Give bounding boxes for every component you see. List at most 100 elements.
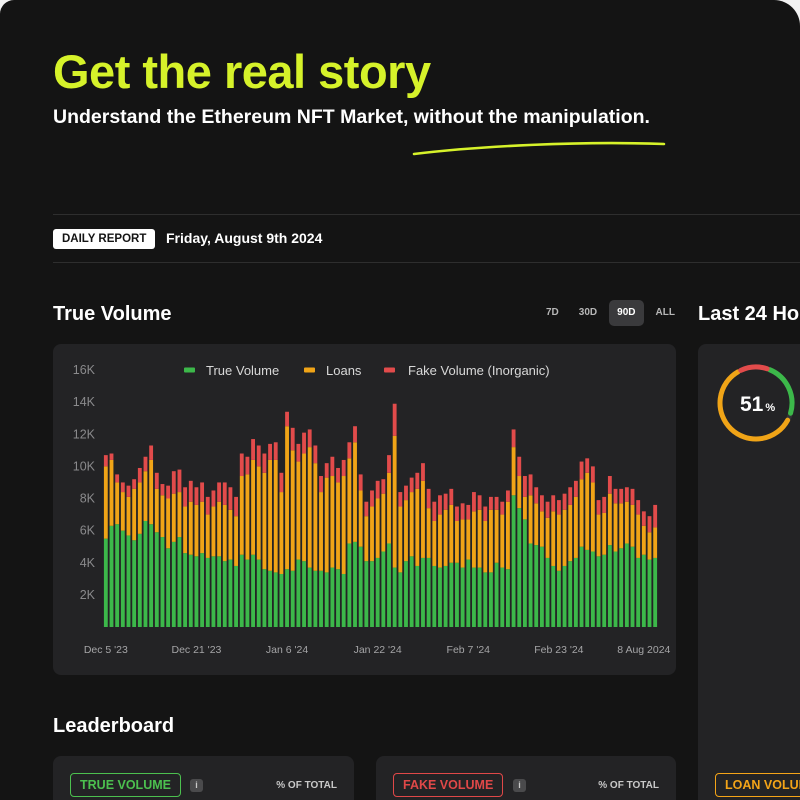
bar-fake-volume (160, 484, 165, 496)
bar-fake-volume (194, 487, 199, 505)
bar-fake-volume (415, 472, 420, 489)
bar-loans (647, 532, 652, 560)
bar-true-volume (607, 545, 612, 627)
bar-true-volume (455, 562, 459, 627)
bar-fake-volume (364, 501, 369, 517)
bar-fake-volume (449, 488, 454, 505)
bar-fake-volume (268, 443, 272, 460)
leaderboard-title: Leaderboard (53, 715, 175, 737)
bar-true-volume (273, 572, 278, 627)
bar-loans (585, 472, 590, 550)
bar-loans (319, 492, 323, 571)
bar-fake-volume (387, 455, 391, 473)
bar-fake-volume (120, 482, 125, 493)
info-icon[interactable]: i (190, 779, 203, 792)
bar-fake-volume (183, 487, 188, 507)
range-7d-button[interactable]: 7D (546, 307, 559, 318)
bar-true-volume (166, 548, 171, 627)
range-90d-button[interactable]: 90D (609, 300, 644, 326)
bar-loans (596, 514, 601, 557)
bar-loans (194, 504, 199, 557)
bar-true-volume (449, 562, 454, 627)
legend-label-fake-volume: Fake Volume (Inorganic) (408, 363, 550, 378)
bar-fake-volume (341, 459, 346, 477)
bar-true-volume (324, 572, 329, 627)
bar-true-volume (143, 520, 148, 627)
bar-loans (483, 520, 488, 573)
bar-fake-volume (421, 463, 425, 481)
info-icon[interactable]: i (513, 779, 526, 792)
range-all-button[interactable]: ALL (655, 307, 675, 318)
bar-fake-volume (438, 495, 442, 515)
bar-loans (619, 503, 624, 549)
true-volume-chart: True Volume Loans Fake Volume (Inorganic… (73, 363, 671, 656)
leaderboard-card-true-volume: TRUE VOLUME i % OF TOTAL (53, 756, 354, 800)
bar-loans (630, 504, 635, 547)
bar-fake-volume (528, 474, 533, 496)
bar-true-volume (539, 546, 544, 627)
bar-fake-volume (154, 472, 159, 489)
bar-loans (398, 506, 403, 573)
bar-true-volume (330, 567, 335, 627)
bar-loans (149, 459, 154, 525)
bar-true-volume (296, 559, 301, 627)
bar-fake-volume (171, 471, 176, 494)
bar-fake-volume (245, 456, 250, 475)
bar-loans (262, 472, 267, 570)
bar-true-volume (426, 557, 431, 627)
true-volume-title: True Volume (53, 303, 172, 325)
bar-true-volume (268, 570, 272, 627)
bar-fake-volume (472, 492, 476, 512)
bar-loans (228, 509, 233, 560)
last-24-hours-card: 51% (698, 344, 800, 800)
bar-fake-volume (539, 495, 544, 512)
bar-loans (466, 519, 471, 560)
bar-fake-volume (251, 439, 255, 460)
legend-label-loans: Loans (326, 363, 362, 378)
bar-true-volume (211, 556, 216, 627)
y-axis: 2K 4K 6K 8K 10K 12K 14K 16K (73, 363, 96, 602)
bar-loans (353, 442, 357, 542)
bar-true-volume (404, 561, 408, 627)
bar-loans (511, 447, 516, 496)
bar-loans (522, 496, 527, 520)
x-tick-label: Jan 22 '24 (354, 644, 402, 656)
bar-true-volume (590, 551, 595, 627)
bar-fake-volume (381, 479, 386, 494)
bar-fake-volume (273, 442, 278, 460)
range-30d-button[interactable]: 30D (578, 307, 598, 318)
bar-fake-volume (279, 472, 284, 493)
bar-fake-volume (641, 511, 646, 526)
bar-fake-volume (432, 501, 437, 521)
bar-loans (641, 525, 646, 555)
bar-loans (200, 501, 205, 554)
bar-fake-volume (347, 442, 352, 459)
bar-fake-volume (619, 488, 624, 504)
true-volume-tab[interactable]: TRUE VOLUME (70, 773, 181, 797)
bar-loans (545, 517, 550, 558)
bar-true-volume (573, 557, 578, 627)
y-tick-label: 14K (73, 395, 96, 409)
bar-true-volume (302, 561, 306, 627)
bar-true-volume (347, 543, 352, 627)
bar-fake-volume (506, 490, 510, 502)
bar-true-volume (506, 569, 510, 628)
bar-fake-volume (568, 487, 573, 505)
fake-volume-tab[interactable]: FAKE VOLUME (393, 773, 504, 797)
bar-fake-volume (630, 488, 635, 505)
bar-true-volume (556, 570, 561, 627)
loan-volume-tab[interactable]: LOAN VOLUME (715, 773, 800, 797)
bar-loans (341, 476, 346, 574)
bar-fake-volume (455, 506, 459, 521)
bar-loans (477, 509, 482, 568)
bar-loans (539, 511, 544, 547)
bar-true-volume (421, 557, 425, 627)
bar-true-volume (636, 557, 641, 627)
bar-fake-volume (319, 476, 323, 493)
y-tick-label: 16K (73, 363, 96, 377)
bar-loans (166, 498, 171, 549)
y-tick-label: 8K (80, 492, 96, 506)
bar-loans (449, 504, 454, 563)
bar-loans (126, 496, 131, 536)
bar-loans (528, 495, 533, 544)
